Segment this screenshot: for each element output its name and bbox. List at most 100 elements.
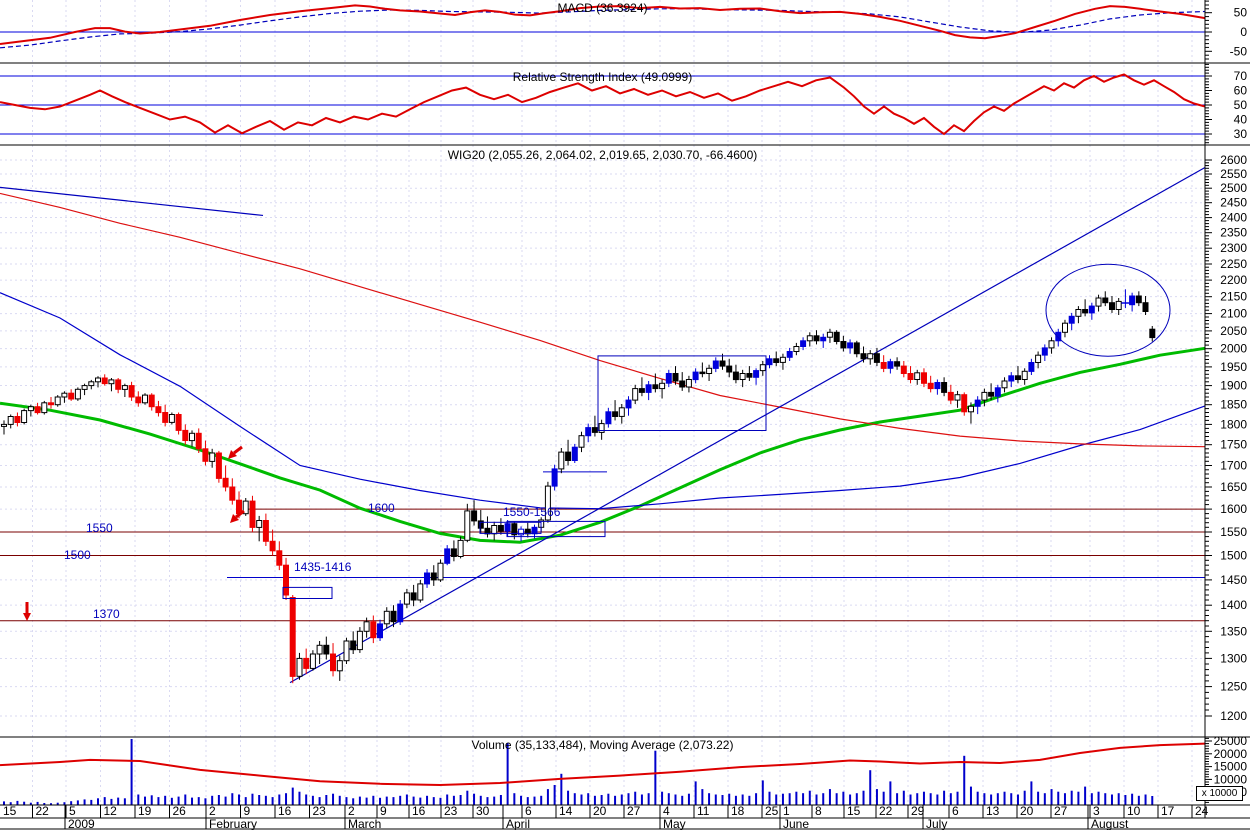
candle [732, 364, 739, 384]
axis-tick-label: 30 [1234, 127, 1248, 141]
candle [685, 375, 692, 393]
candle [558, 448, 565, 474]
candle [968, 402, 974, 424]
candle [820, 333, 827, 348]
candle [1048, 337, 1055, 354]
candle [450, 540, 457, 562]
candle [262, 513, 269, 546]
date-label: 9 [244, 804, 251, 818]
date-label: 13 [986, 804, 1000, 818]
ma-green [0, 346, 1206, 544]
date-label: 14 [559, 804, 573, 818]
macd-panel-title: MACD (36.3924) [557, 1, 648, 15]
date-label: 20 [1020, 804, 1034, 818]
candle [457, 536, 464, 559]
candle [437, 559, 444, 582]
candle [289, 595, 296, 684]
candle [410, 584, 417, 607]
candle [1075, 306, 1082, 324]
date-label: 16 [278, 804, 292, 818]
candle [41, 400, 48, 415]
candle [800, 337, 807, 351]
date-label: 26 [173, 804, 187, 818]
candle [773, 351, 780, 367]
ma-blue [0, 292, 1206, 510]
candle [1095, 294, 1102, 312]
candle [954, 390, 961, 408]
month-label: May [663, 817, 686, 830]
candle [115, 378, 122, 394]
candle [256, 515, 263, 542]
date-label: 23 [444, 804, 458, 818]
axis-tick-label: 1750 [1220, 438, 1247, 452]
axis-tick-label: 70 [1234, 69, 1248, 83]
candle [88, 379, 95, 390]
candle [914, 369, 921, 385]
candle [847, 339, 854, 354]
axis-tick-label: 2450 [1220, 196, 1247, 210]
candle [121, 383, 128, 397]
candle [182, 424, 189, 445]
candle [961, 392, 968, 416]
candle [1121, 289, 1130, 309]
candle [1015, 366, 1021, 384]
candle [215, 450, 222, 483]
arrow-annotation [230, 509, 245, 523]
candle [316, 641, 323, 664]
axis-tick-label: 1350 [1220, 624, 1247, 638]
candle [68, 389, 75, 401]
candle [793, 342, 800, 356]
axis-tick-label: 1500 [1220, 549, 1247, 563]
candle [679, 372, 686, 391]
candle [34, 402, 41, 415]
candle [1041, 344, 1048, 361]
axis-tick-label: 1450 [1220, 573, 1247, 587]
date-label: 16 [412, 804, 426, 818]
candle [921, 368, 927, 388]
candle [1142, 296, 1149, 315]
candle [54, 395, 61, 407]
candle [48, 397, 54, 409]
candle [1062, 319, 1068, 338]
candle [95, 376, 101, 388]
price-level-label: 1550 [86, 521, 113, 535]
candle [377, 619, 383, 641]
candle [867, 350, 874, 365]
candle [497, 518, 504, 535]
candle [323, 636, 330, 660]
date-label: 5 [69, 804, 76, 818]
axis-tick-label: -50 [1230, 44, 1248, 58]
arrow-annotation [23, 602, 31, 621]
month-label: March [348, 817, 381, 830]
date-label: 30 [476, 804, 490, 818]
axis-tick-label: 2300 [1220, 241, 1247, 255]
candle [1102, 291, 1109, 307]
volume-multiplier-box: x 10000 [1196, 786, 1243, 801]
candle [826, 328, 833, 343]
candle [1149, 326, 1156, 342]
price-level-label: 1500 [64, 548, 91, 562]
candle [14, 412, 21, 427]
candle [665, 369, 672, 388]
candle [746, 366, 753, 381]
date-label: 2 [209, 804, 216, 818]
candle [618, 404, 625, 424]
candle [591, 415, 598, 437]
candle [934, 379, 941, 395]
month-label: 2009 [68, 817, 95, 830]
candle [927, 375, 934, 393]
candle [343, 637, 350, 664]
axis-tick-label: 50 [1234, 98, 1248, 112]
candle [612, 400, 619, 421]
candle [699, 362, 706, 378]
axis-tick-label: 2100 [1220, 307, 1247, 321]
may-consolidation-box [597, 355, 767, 431]
axis-tick-label: 1900 [1220, 379, 1247, 393]
candle [1028, 358, 1035, 375]
candle [363, 617, 370, 638]
candle [155, 400, 162, 417]
candle [148, 393, 155, 411]
uptrend-line [289, 166, 1206, 684]
candle [598, 419, 605, 440]
date-label: 15 [3, 804, 17, 818]
